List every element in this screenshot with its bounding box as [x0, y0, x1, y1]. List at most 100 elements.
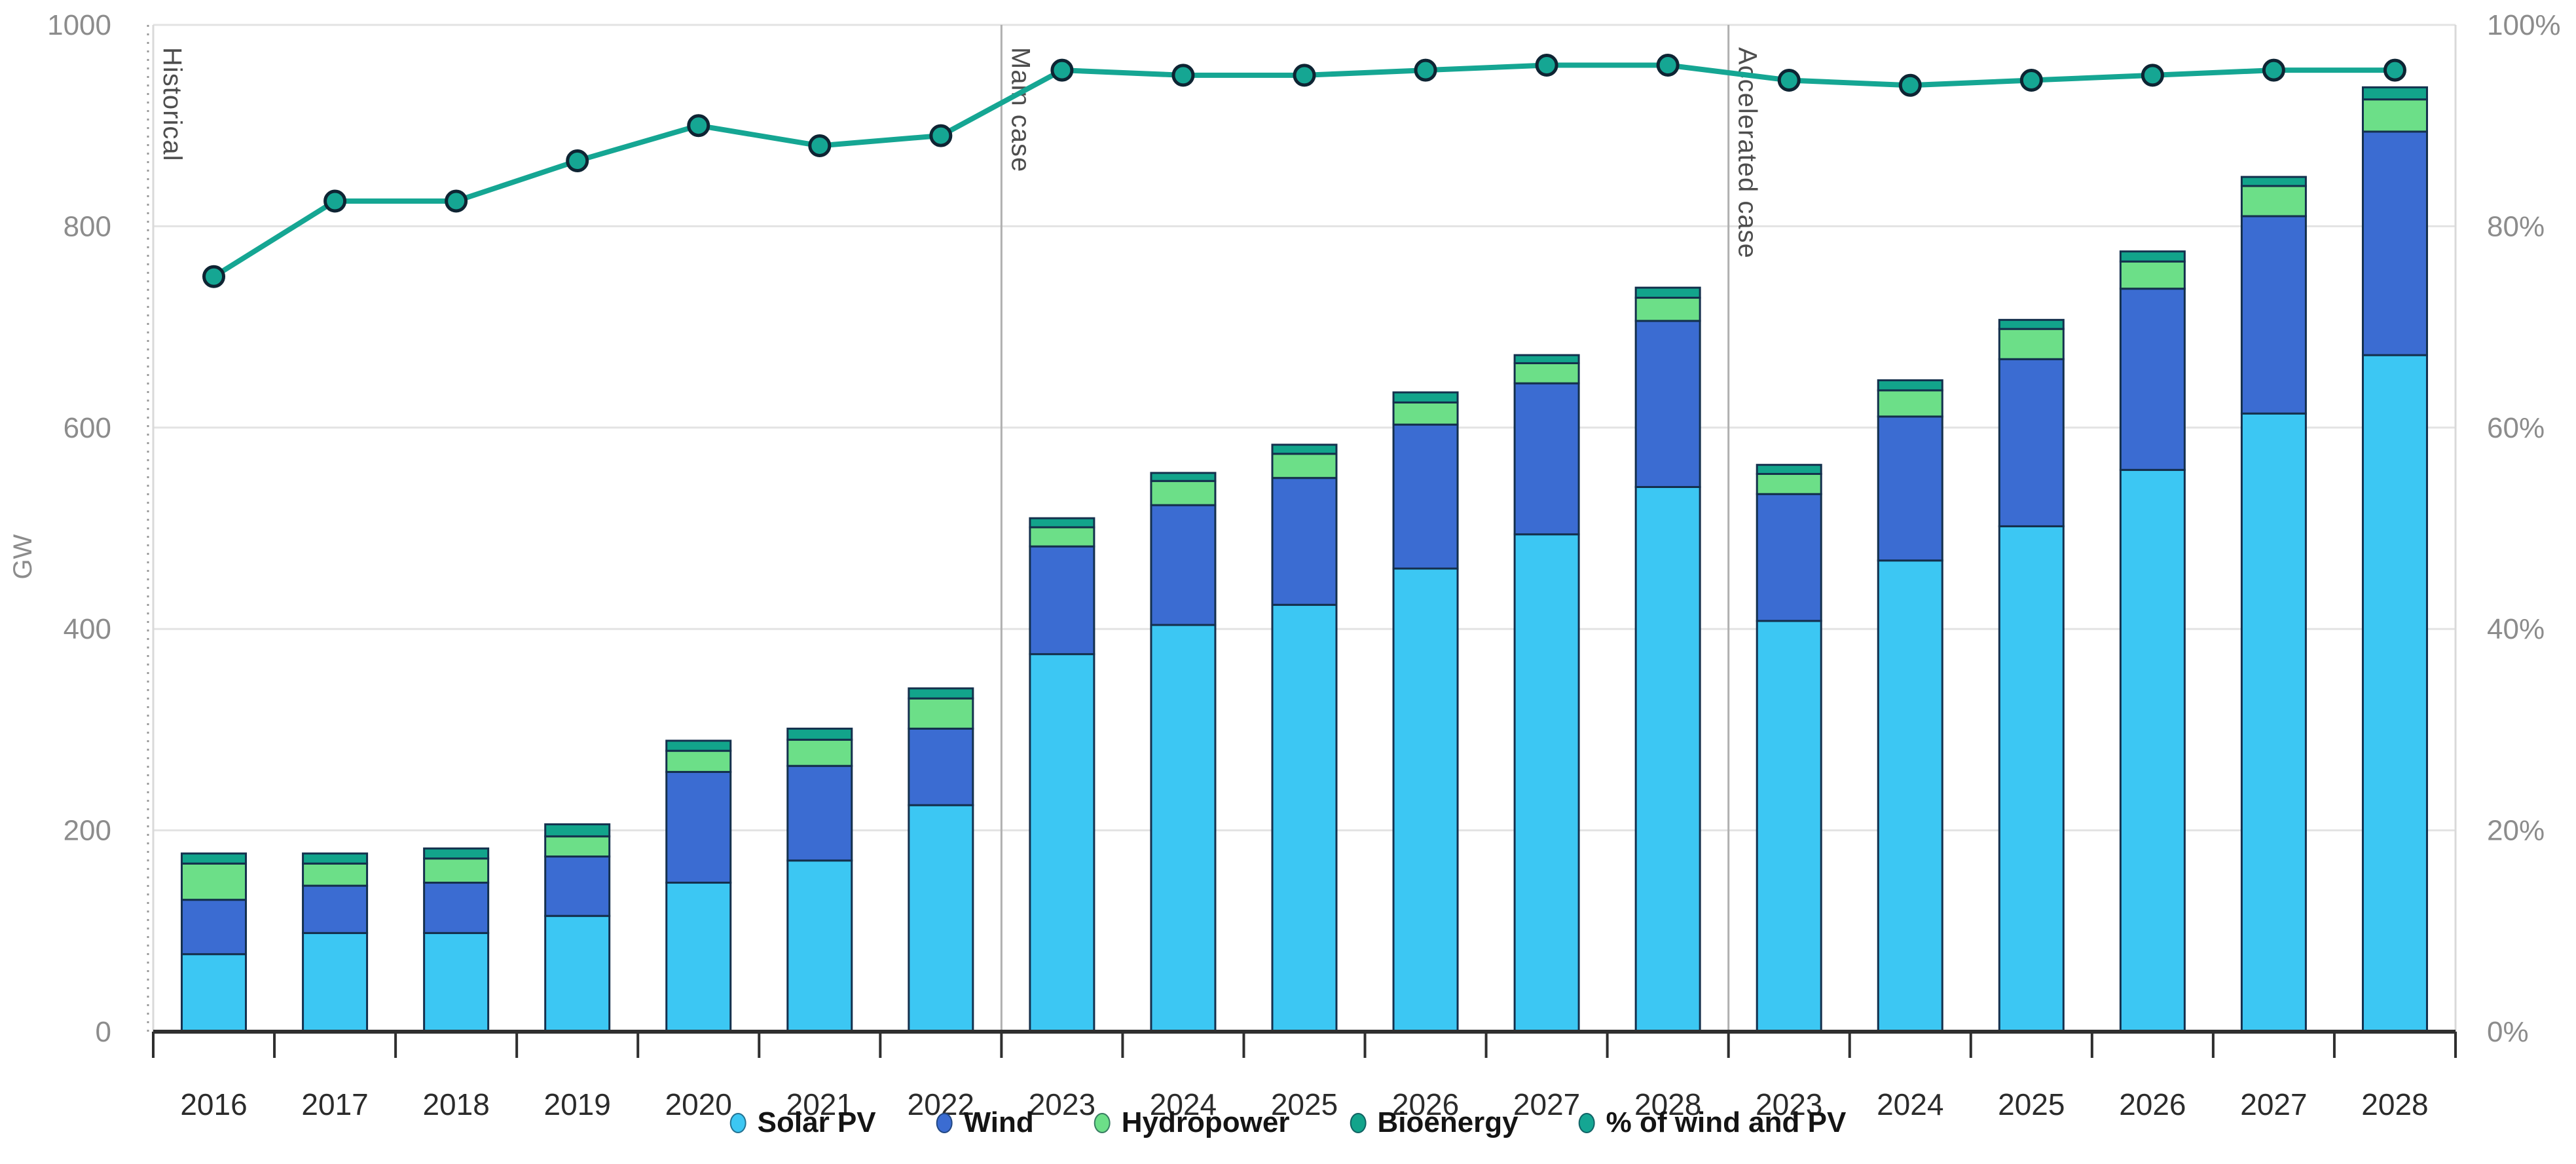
bar-s0-2022-hydropower: [908, 697, 974, 730]
year-label-s0-2021: 2021: [786, 1087, 853, 1121]
bar-s1-2024-hydropower: [1150, 479, 1217, 506]
bar-s2-2024-wind: [1877, 415, 1943, 562]
legend: Solar PV Wind Hydropower Bioenergy % of wind…: [729, 1106, 1846, 1138]
legend-swatch-bioenergy: [1350, 1112, 1367, 1133]
section-label-historical: Historical: [158, 47, 187, 161]
bar-s0-2019-solar_pv: [544, 914, 611, 1033]
line-point-13: [1777, 69, 1801, 92]
bar-s1-2023-solar_pv: [1029, 653, 1095, 1033]
wind-pv-share-line: [212, 62, 2395, 279]
bar-s1-2025-hydropower: [1271, 453, 1338, 479]
bar-s2-2027-wind: [2240, 215, 2307, 415]
bar-s2-2027-bioenergy: [2240, 176, 2307, 187]
y-right-label-40: 40%: [2487, 613, 2545, 645]
line-point-16: [2141, 64, 2164, 87]
bar-s1-2027-wind: [1513, 382, 1580, 536]
bar-s1-2023-hydropower: [1029, 526, 1095, 548]
bar-s0-2021-wind: [786, 764, 853, 862]
y-left-label-200: 200: [64, 815, 111, 847]
bar-s0-2017-hydropower: [302, 862, 369, 887]
bar-s0-2022-wind: [908, 727, 974, 806]
bar-s2-2025-bioenergy: [1998, 318, 2065, 330]
bar-s1-2027-solar_pv: [1513, 533, 1580, 1033]
line-point-6: [929, 124, 953, 147]
legend-item-solar_pv: Solar PV: [729, 1106, 876, 1138]
bar-s2-2026-bioenergy: [2119, 250, 2186, 263]
gw-axis-label: GW: [9, 534, 37, 579]
legend-item-wind: Wind: [936, 1108, 1034, 1137]
bar-s2-2027-solar_pv: [2240, 412, 2307, 1033]
bar-s2-2026-solar_pv: [2119, 468, 2186, 1033]
bar-s0-2018-wind: [423, 882, 490, 934]
bar-s2-2024-bioenergy: [1877, 379, 1943, 392]
year-label-s2-2024: 2024: [1877, 1087, 1943, 1121]
line-point-7: [1050, 58, 1074, 82]
bar-s0-2018-hydropower: [423, 857, 490, 884]
legend-label-hydropower: Hydropower: [1121, 1106, 1290, 1138]
bar-s1-2028-solar_pv: [1634, 485, 1701, 1033]
year-label-s1-2028: 2028: [1634, 1087, 1701, 1121]
bar-s1-2027-hydropower: [1513, 362, 1580, 385]
y-left-label-1000: 1000: [47, 9, 111, 41]
bar-s2-2026-hydropower: [2119, 260, 2186, 290]
year-label-s2-2025: 2025: [1998, 1087, 2065, 1121]
line-point-11: [1535, 53, 1558, 77]
legend-swatch-hydropower: [1094, 1112, 1111, 1133]
bar-s1-2024-wind: [1150, 504, 1217, 626]
bar-s1-2028-wind: [1634, 320, 1701, 488]
legend-item-hydropower: Hydropower: [1094, 1106, 1290, 1138]
bar-s2-2023-hydropower: [1756, 473, 1822, 495]
bar-s0-2022-solar_pv: [908, 804, 974, 1033]
year-label-s0-2019: 2019: [544, 1087, 611, 1121]
line-point-3: [566, 149, 589, 172]
bar-s2-2025-wind: [1998, 358, 2065, 527]
y-left-label-0: 0: [96, 1016, 111, 1048]
legend-label-bioenergy: Bioenergy: [1377, 1106, 1518, 1138]
year-label-s0-2018: 2018: [422, 1087, 489, 1121]
bar-s0-2020-bioenergy: [665, 740, 732, 752]
bar-s1-2028-bioenergy: [1634, 286, 1701, 299]
bar-s0-2020-wind: [665, 770, 732, 884]
line-point-17: [2262, 58, 2285, 82]
year-label-s1-2024: 2024: [1150, 1087, 1217, 1121]
line-point-5: [808, 134, 832, 157]
year-label-s1-2027: 2027: [1513, 1087, 1580, 1121]
bar-s2-2028-bioenergy: [2361, 86, 2428, 101]
section-label-accelerated-case: Accelerated case: [1733, 47, 1762, 259]
bar-s1-2024-solar_pv: [1150, 624, 1217, 1033]
bar-s0-2022-bioenergy: [908, 687, 974, 700]
line-point-14: [1898, 73, 1922, 97]
bar-s2-2025-solar_pv: [1998, 525, 2065, 1033]
bar-s2-2025-hydropower: [1998, 328, 2065, 360]
year-label-s2-2028: 2028: [2361, 1087, 2428, 1121]
y-left-label-400: 400: [64, 613, 111, 645]
legend-item-bioenergy: Bioenergy: [1350, 1108, 1518, 1137]
bar-s2-2028-hydropower: [2361, 98, 2428, 133]
y-right-label-80: 80%: [2487, 210, 2545, 242]
legend-item-share_line: % of wind and PV: [1578, 1108, 1846, 1137]
bar-s0-2016-bioenergy: [181, 852, 248, 865]
y-left-label-600: 600: [64, 412, 111, 444]
line-point-2: [445, 189, 468, 213]
bar-s1-2025-bioenergy: [1271, 443, 1338, 455]
bar-s0-2020-hydropower: [665, 749, 732, 773]
line-point-15: [2019, 69, 2043, 92]
legend-swatch-wind: [936, 1112, 953, 1133]
line-point-12: [1656, 53, 1680, 77]
line-point-0: [202, 265, 226, 288]
year-label-s0-2020: 2020: [665, 1087, 732, 1121]
y-right-label-0: 0%: [2487, 1016, 2529, 1048]
bar-s0-2018-bioenergy: [423, 847, 490, 860]
line-point-4: [687, 114, 710, 138]
section-label-main-case: Main case: [1006, 47, 1035, 172]
line-point-8: [1171, 64, 1195, 87]
bar-s2-2023-wind: [1756, 493, 1822, 622]
legend-swatch-solar_pv: [729, 1112, 746, 1133]
bar-s0-2019-bioenergy: [544, 823, 611, 838]
y-right-label-100: 100%: [2487, 9, 2561, 41]
year-label-s1-2023: 2023: [1029, 1087, 1095, 1121]
legend-label-solar_pv: Solar PV: [757, 1106, 876, 1138]
bar-s2-2023-solar_pv: [1756, 620, 1822, 1033]
bar-s0-2019-hydropower: [544, 835, 611, 858]
bar-s0-2021-hydropower: [786, 738, 853, 767]
